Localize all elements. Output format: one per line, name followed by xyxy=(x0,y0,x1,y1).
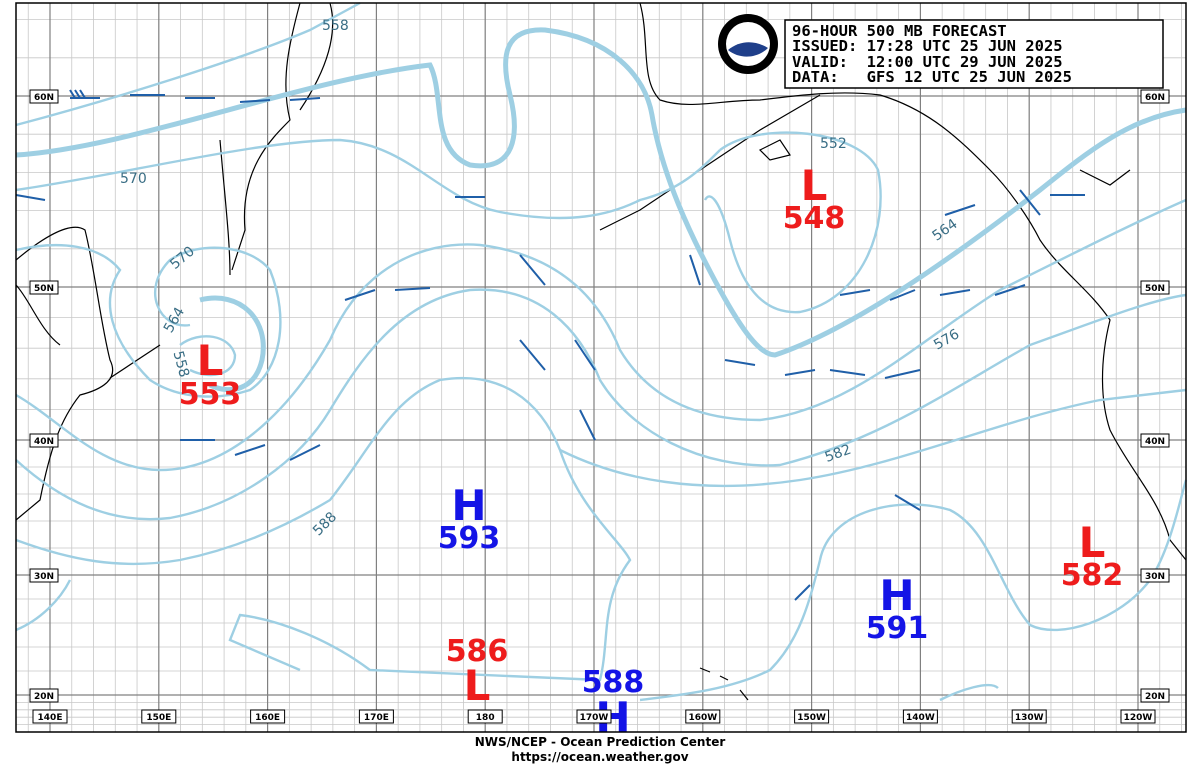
longitude-label: 140E xyxy=(38,713,63,723)
latitude-label: 30N xyxy=(1145,572,1165,582)
system-symbol: L xyxy=(801,161,828,210)
latitude-label: 40N xyxy=(1145,437,1165,447)
latitude-label: 50N xyxy=(34,284,54,294)
system-value: 586 xyxy=(446,634,509,669)
wind-barbs xyxy=(15,89,1085,601)
longitude-label: 170W xyxy=(580,713,609,723)
contour-label: 570 xyxy=(120,171,147,187)
label-box xyxy=(1140,280,1170,295)
longitude-label: 150E xyxy=(146,713,171,723)
latitude-label: 50N xyxy=(1145,284,1165,294)
latitude-label: 60N xyxy=(34,93,54,103)
footer-line: https://ocean.weather.gov xyxy=(511,750,688,764)
label-box xyxy=(29,568,59,583)
system-symbol: L xyxy=(197,336,224,385)
contour-label: 558 xyxy=(322,18,349,34)
label-box xyxy=(1140,89,1170,104)
map-frame xyxy=(15,2,1187,733)
label-box xyxy=(902,709,938,724)
header-line: 96-HOUR 500 MB FORECAST xyxy=(792,22,1007,40)
header-box: 96-HOUR 500 MB FORECAST ISSUED: 17:28 UT… xyxy=(784,19,1164,89)
longitude-label: 140W xyxy=(906,713,935,723)
header-line: DATA: GFS 12 UTC 25 JUN 2025 xyxy=(792,68,1072,86)
label-box xyxy=(32,709,68,724)
label-box xyxy=(685,709,721,724)
system-value: 588 xyxy=(582,665,645,700)
system-symbol: L xyxy=(1079,518,1106,567)
system-symbol: L xyxy=(464,661,491,710)
label-box xyxy=(141,709,177,724)
system-value: 553 xyxy=(179,377,242,412)
longitude-label: 120W xyxy=(1124,713,1153,723)
system-value: 582 xyxy=(1061,558,1124,593)
pressure-systems: L 553 L 548 H 593 H 591 L 582 L 586 H 58… xyxy=(179,161,1124,742)
system-symbol: H xyxy=(879,571,914,620)
latitude-label: 60N xyxy=(1145,93,1165,103)
longitude-label: 150W xyxy=(797,713,826,723)
label-box xyxy=(29,433,59,448)
label-box xyxy=(358,709,394,724)
latitude-label: 40N xyxy=(34,437,54,447)
latitude-label: 20N xyxy=(34,692,54,702)
label-box xyxy=(576,709,612,724)
longitude-label: 160E xyxy=(255,713,280,723)
contour-label: 558 xyxy=(170,349,192,379)
label-box xyxy=(1011,709,1047,724)
footer-line: NWS/NCEP - Ocean Prediction Center xyxy=(475,735,726,749)
system-value: 548 xyxy=(783,201,846,236)
longitude-label: 130W xyxy=(1015,713,1044,723)
label-box xyxy=(29,89,59,104)
longitude-label: 160W xyxy=(688,713,717,723)
logo xyxy=(718,14,778,74)
label-box xyxy=(467,709,503,724)
system-symbol: H xyxy=(451,481,486,530)
label-box xyxy=(1120,709,1156,724)
label-box xyxy=(250,709,286,724)
label-box xyxy=(794,709,830,724)
label-box xyxy=(29,688,59,703)
axis-labels: 140E 150E 160E 170E 180 170W 160W 150W 140W 130W 1… xyxy=(29,89,1170,724)
latitude-label: 20N xyxy=(1145,692,1165,702)
label-box xyxy=(1140,433,1170,448)
header-line: VALID: 12:00 UTC 29 JUN 2025 xyxy=(792,53,1063,71)
header-line: ISSUED: 17:28 UTC 25 JUN 2025 xyxy=(792,37,1063,55)
label-box xyxy=(1140,568,1170,583)
latitude-label: 30N xyxy=(34,572,54,582)
label-box xyxy=(1140,688,1170,703)
system-value: 591 xyxy=(866,611,929,646)
longitude-label: 170E xyxy=(364,713,389,723)
contour-label: 552 xyxy=(820,136,847,152)
longitude-label: 180 xyxy=(476,713,495,723)
height-contours xyxy=(15,1,1188,702)
label-box xyxy=(29,280,59,295)
system-value: 593 xyxy=(438,521,501,556)
